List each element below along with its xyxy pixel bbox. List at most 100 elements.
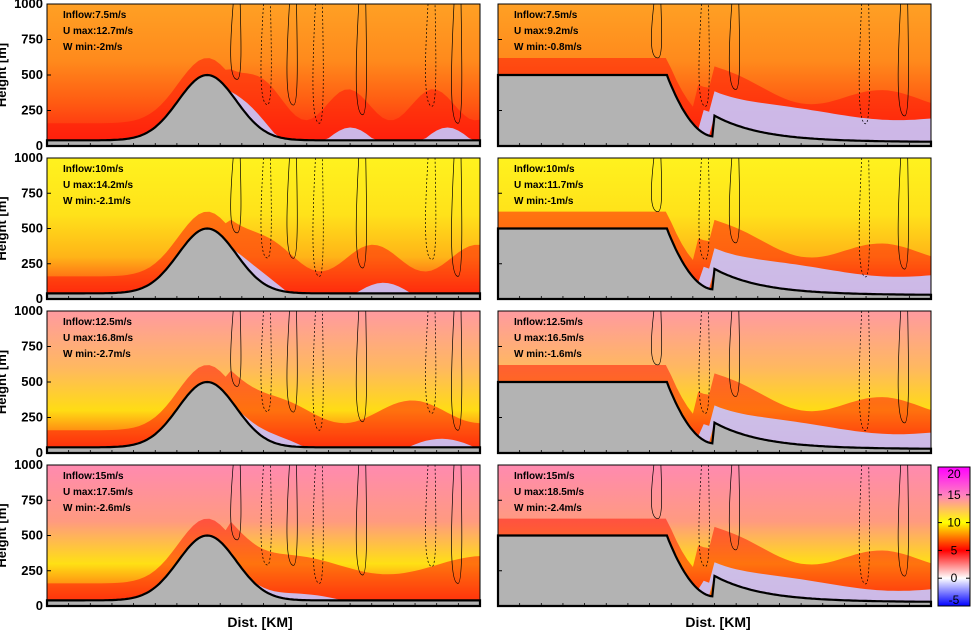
- w-contour-line: [651, 464, 663, 519]
- shear-layer-band: [47, 211, 480, 294]
- w-contour-line: [425, 3, 437, 107]
- w-contour-line: [728, 464, 740, 551]
- colorbar-tick-label: 0: [951, 571, 958, 585]
- annotation-umax: U max:14.2m/s: [63, 180, 133, 191]
- colorbar: -5 0 5 10 15 20: [937, 466, 971, 607]
- w-contour-line: [698, 157, 710, 260]
- annotation-wmin: W min:-2.1m/s: [63, 196, 131, 207]
- annotation-wmin: W min:-2.7m/s: [63, 349, 131, 360]
- w-contour-line: [698, 3, 710, 107]
- annotation-inflow: Inflow:15m/s: [63, 471, 124, 482]
- colorbar-tick-label: 20: [947, 467, 961, 481]
- colorbar-scale: [937, 466, 971, 607]
- shear-layer-band: [498, 518, 931, 602]
- y-tick-label: 0: [36, 598, 43, 613]
- w-contour-line: [355, 464, 367, 576]
- w-contour-line: [858, 464, 870, 585]
- panel-r2-c2: Inflow:10m/s U max:11.7m/s W min:-1m/s: [496, 157, 933, 301]
- w-contour-line: [286, 157, 298, 259]
- y-axis-label: Height [m]: [0, 196, 9, 260]
- annotation-umax: U max:11.7m/s: [514, 180, 584, 191]
- w-contour-line: [230, 157, 242, 234]
- y-tick-label: 1000: [14, 0, 43, 11]
- w-contour-line: [451, 157, 463, 277]
- w-contour-line: [651, 3, 663, 59]
- w-contour-line: [451, 310, 463, 431]
- w-contour-line: [260, 310, 272, 413]
- w-contour-line: [728, 3, 740, 90]
- w-contour-line: [858, 157, 870, 278]
- w-contour-line: [230, 3, 242, 80]
- w-contour-line: [858, 310, 870, 432]
- terrain: [496, 534, 933, 608]
- w-contour-line: [286, 3, 298, 106]
- w-contour-line: [858, 3, 870, 125]
- reverse-flow-region: [498, 382, 931, 449]
- colorbar-tick-label: 10: [947, 516, 961, 530]
- w-contour-line: [312, 157, 324, 277]
- w-contour-line: [230, 310, 242, 387]
- annotation-umax: U max:18.5m/s: [514, 487, 584, 498]
- panel-r4-c2: Inflow:15m/s U max:18.5m/s W min:-2.4m/s: [496, 464, 933, 608]
- panel-r2-c1: 0 250 500 750 1000 Height [m] Inflow:10m/s U ma…: [0, 150, 482, 306]
- w-contour-line: [355, 310, 367, 423]
- w-contour-line: [230, 464, 242, 541]
- w-contour-line: [698, 464, 710, 567]
- y-tick-label: 250: [21, 256, 43, 271]
- y-tick-label: 1000: [14, 457, 43, 472]
- w-contour-line: [355, 3, 367, 116]
- y-axis-label: Height [m]: [0, 350, 9, 414]
- reverse-flow-region: [498, 228, 931, 295]
- w-contour-line: [651, 157, 663, 212]
- reverse-flow-region: [47, 75, 480, 141]
- reverse-flow-region: [47, 382, 480, 448]
- annotation-inflow: Inflow:7.5m/s: [514, 10, 578, 21]
- colorbar-tick-label: -5: [949, 593, 960, 607]
- annotation-umax: U max:9.2m/s: [514, 26, 579, 37]
- y-tick-label: 0: [36, 138, 43, 153]
- y-tick-label: 250: [21, 563, 43, 578]
- y-tick-label: 500: [21, 528, 43, 543]
- y-tick-label: 500: [21, 67, 43, 82]
- w-contour-line: [312, 464, 324, 584]
- y-tick-label: 500: [21, 374, 43, 389]
- y-tick-label: 750: [21, 185, 43, 200]
- panel-r1-c2: Inflow:7.5m/s U max:9.2m/s W min:-0.8m/s: [496, 3, 933, 148]
- reverse-flow-region: [47, 228, 480, 294]
- x-axis-label-right: Dist. [KM]: [685, 614, 750, 630]
- y-tick-label: 250: [21, 103, 43, 118]
- reverse-flow-region: [498, 535, 931, 602]
- shear-layer-band: [47, 518, 480, 601]
- colorbar-tick-label: 15: [947, 488, 961, 502]
- y-tick-label: 1000: [14, 303, 43, 318]
- terrain: [45, 227, 482, 301]
- w-contour-line: [425, 464, 437, 567]
- w-contour-line: [698, 310, 710, 414]
- annotation-umax: U max:16.8m/s: [63, 333, 133, 344]
- annotation-inflow: Inflow:12.5m/s: [63, 317, 132, 328]
- w-contour-line: [286, 310, 298, 413]
- terrain: [45, 534, 482, 608]
- y-tick-label: 0: [36, 445, 43, 460]
- reverse-flow-region: [498, 75, 931, 142]
- y-tick-label: 500: [21, 221, 43, 236]
- panel-grid: 0 250 500 750 1000 Height [m] Inflow:7.5m/s U m…: [0, 0, 933, 613]
- w-contour-line: [312, 310, 324, 431]
- y-tick-label: 750: [21, 492, 43, 507]
- terrain: [496, 227, 933, 301]
- panel-r1-c1: 0 250 500 750 1000 Height [m] Inflow:7.5m/s U m…: [0, 0, 482, 153]
- annotation-umax: U max:17.5m/s: [63, 487, 133, 498]
- panel-r3-c1: 0 250 500 750 1000 Height [m] Inflow:12.5m/s U …: [0, 303, 482, 460]
- colorbar-tick-label: 5: [951, 543, 958, 557]
- terrain: [496, 380, 933, 455]
- terrain: [496, 73, 933, 148]
- w-contour-line: [312, 3, 324, 124]
- w-contour-line: [451, 3, 463, 124]
- annotation-wmin: W min:-2m/s: [63, 42, 123, 53]
- w-contour-line: [260, 3, 272, 106]
- panel-r4-c1: 0 250 500 750 1000 Height [m] Inflow:15m/s U ma…: [0, 457, 482, 613]
- y-axis-label: Height [m]: [0, 43, 9, 107]
- y-tick-label: 750: [21, 339, 43, 354]
- w-contour-line: [897, 3, 909, 117]
